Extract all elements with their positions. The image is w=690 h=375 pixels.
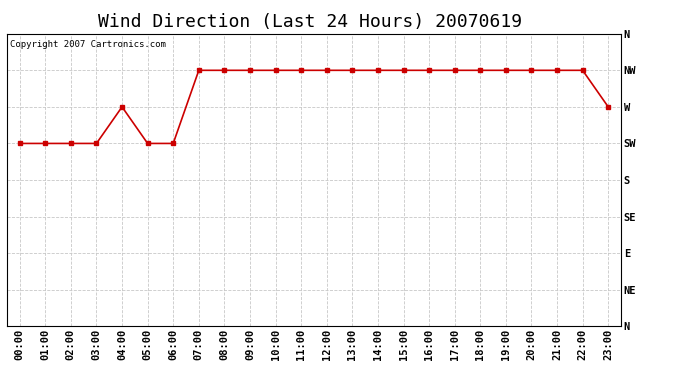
Text: Copyright 2007 Cartronics.com: Copyright 2007 Cartronics.com xyxy=(10,40,166,49)
Text: Wind Direction (Last 24 Hours) 20070619: Wind Direction (Last 24 Hours) 20070619 xyxy=(99,13,522,31)
